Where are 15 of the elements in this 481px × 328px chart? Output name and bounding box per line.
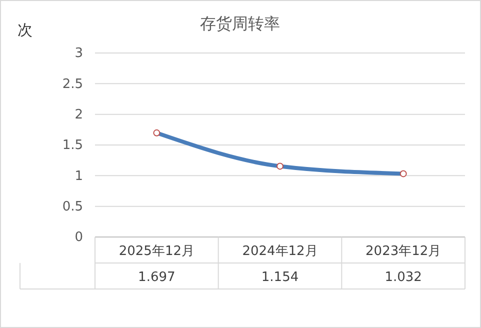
x-tick-label: 2025年12月 xyxy=(118,244,194,260)
y-tick-label: 0.5 xyxy=(62,199,83,214)
y-tick-label: 1 xyxy=(74,168,83,184)
chart-title: 存货周转率 xyxy=(200,14,280,33)
y-tick-label: 2.5 xyxy=(62,76,83,92)
y-tick-label: 3 xyxy=(74,46,83,62)
data-label: 1.032 xyxy=(384,270,422,285)
data-label: 1.697 xyxy=(138,270,176,285)
data-label: 1.154 xyxy=(261,270,299,285)
x-tick-label: 2024年12月 xyxy=(242,244,318,260)
y-tick-label: 2 xyxy=(74,107,83,122)
y-tick-label: 0 xyxy=(74,230,83,246)
x-tick-label: 2023年12月 xyxy=(366,244,442,260)
y-axis-title: 次 xyxy=(18,21,32,39)
y-tick-label: 1.5 xyxy=(62,138,83,154)
